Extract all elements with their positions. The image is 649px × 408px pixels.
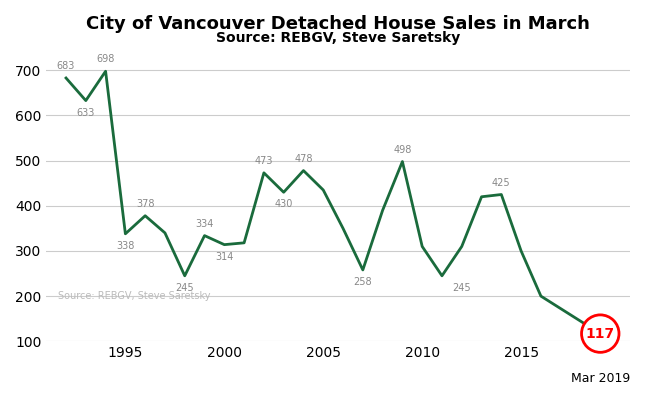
Text: 430: 430 <box>275 199 293 209</box>
Text: 245: 245 <box>452 283 471 293</box>
Text: 117: 117 <box>585 327 615 341</box>
Text: Source: REBGV, Steve Saretsky: Source: REBGV, Steve Saretsky <box>58 291 210 302</box>
Text: 425: 425 <box>492 177 511 188</box>
Text: 478: 478 <box>294 154 313 164</box>
Text: 378: 378 <box>136 199 154 209</box>
Title: City of Vancouver Detached House Sales in March: City of Vancouver Detached House Sales i… <box>86 15 590 33</box>
Text: 245: 245 <box>175 283 194 293</box>
Text: 698: 698 <box>97 54 115 64</box>
Text: 498: 498 <box>393 144 411 155</box>
Text: Source: REBGV, Steve Saretsky: Source: REBGV, Steve Saretsky <box>216 31 460 45</box>
Text: 314: 314 <box>215 252 234 262</box>
Text: 334: 334 <box>195 219 214 228</box>
Text: 338: 338 <box>116 241 134 251</box>
Text: 683: 683 <box>57 61 75 71</box>
Text: 258: 258 <box>354 277 372 287</box>
Text: Mar 2019: Mar 2019 <box>570 372 630 385</box>
Text: 473: 473 <box>254 156 273 166</box>
Text: 633: 633 <box>77 108 95 118</box>
